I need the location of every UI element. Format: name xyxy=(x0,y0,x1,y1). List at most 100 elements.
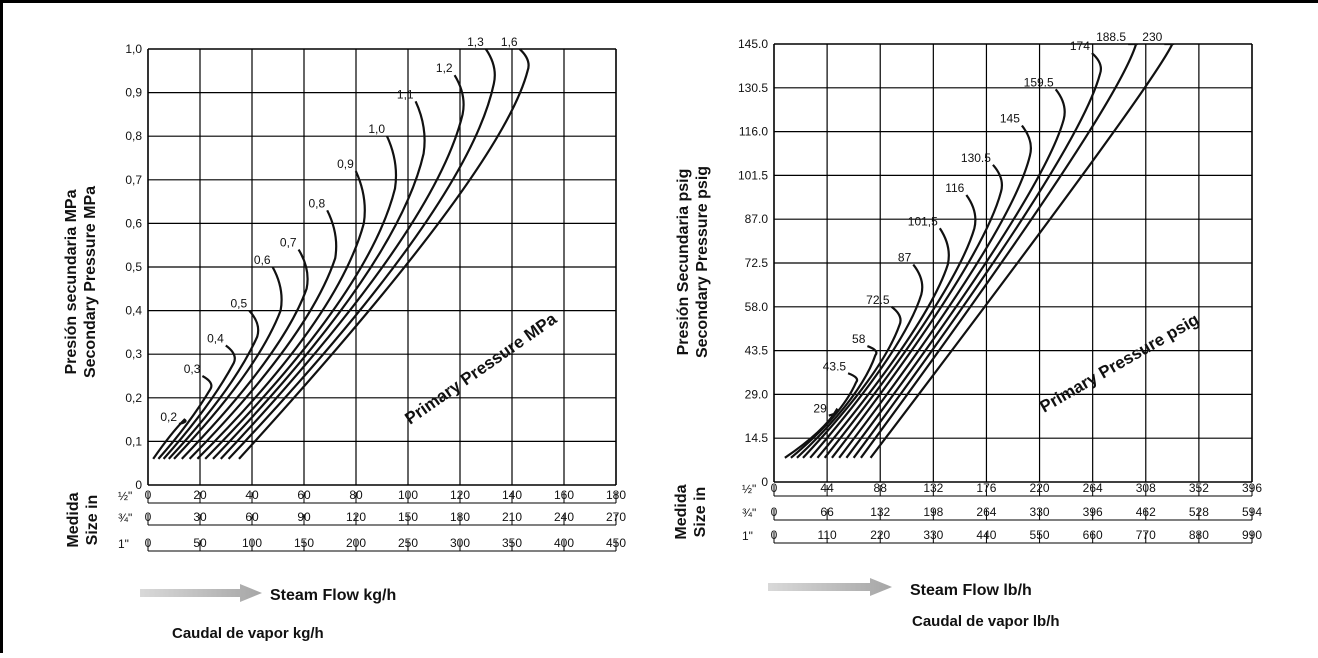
mpa-curve-1,6 xyxy=(238,49,530,460)
psig-curve-159.5 xyxy=(845,88,1066,459)
psig-curve-label: 145 xyxy=(1000,112,1020,126)
psig-y-tick-label: 0 xyxy=(761,475,768,489)
mpa-curve-0,4 xyxy=(162,344,236,460)
psig-x-tick-label: 352 xyxy=(1189,481,1209,495)
psig-x-tick-label: 132 xyxy=(923,481,943,495)
psig-curve-87 xyxy=(809,263,924,459)
psig-x-label: Steam Flow lb/h xyxy=(910,582,1032,599)
mpa-x-tick-label: 90 xyxy=(297,510,311,524)
psig-x-tick-label: 396 xyxy=(1083,505,1103,519)
psig-x-tick-label: 330 xyxy=(1030,505,1050,519)
psig-x-tick-label: 264 xyxy=(1083,481,1103,495)
mpa-x-tick-label: 60 xyxy=(297,488,311,502)
psig-x-tick-label: 990 xyxy=(1242,528,1262,542)
psig-y-tick-label: 14.5 xyxy=(745,431,769,445)
psig-curves xyxy=(784,44,1175,459)
psig-x-tick-label: 330 xyxy=(923,528,943,542)
psig-y-tick-label: 43.5 xyxy=(745,344,769,358)
psig-x-tick-label: 88 xyxy=(874,481,888,495)
psig-curve-43.5 xyxy=(790,372,859,459)
psig-x-tick-label: 308 xyxy=(1136,481,1156,495)
psig-curve-label: 116 xyxy=(945,181,964,195)
mpa-curve-0,8 xyxy=(188,209,338,460)
mpa-curve-label: 0,3 xyxy=(184,362,201,376)
mpa-curves xyxy=(152,49,530,460)
psig-x-tick-label: 220 xyxy=(870,528,890,542)
mpa-x-tick-label: 0 xyxy=(145,488,152,502)
psig-y-tick-label: 145.0 xyxy=(738,37,768,51)
mpa-y-tick-label: 0,9 xyxy=(125,86,142,100)
psig-curve-label: 87 xyxy=(898,251,912,265)
psig-curve-label: 43.5 xyxy=(823,359,847,373)
mpa-x-tick-label: 100 xyxy=(242,536,262,550)
mpa-y-label-es: Presión secundaria MPa xyxy=(63,189,80,374)
psig-x-tick-label: 770 xyxy=(1136,528,1156,542)
mpa-x-tick-label: 80 xyxy=(349,488,363,502)
mpa-curve-1,3 xyxy=(227,49,496,460)
psig-curve-label: 230 xyxy=(1142,30,1162,44)
mpa-curve-label: 0,8 xyxy=(309,196,326,210)
psig-curve-label: 174 xyxy=(1070,39,1090,53)
psig-x-tick-label: 594 xyxy=(1242,505,1262,519)
mpa-x-label-es: Caudal de vapor kg/h xyxy=(172,625,324,642)
mpa-curve-label: 1,6 xyxy=(501,35,518,49)
mpa-x-tick-label: 250 xyxy=(398,536,418,550)
mpa-curve-0,9 xyxy=(196,170,366,460)
psig-x-tick-label: 132 xyxy=(870,505,890,519)
psig-y-label-en: Secondary Pressure psig xyxy=(694,166,711,358)
mpa-y-tick-label: 0,2 xyxy=(125,391,142,405)
psig-x-tick-label: 220 xyxy=(1030,481,1050,495)
psig-x-tick-label: 462 xyxy=(1136,505,1156,519)
psig-curve-labels: 29 43.5 58 72.5 87 101,5 116 130.5 145 159.5 174 18… xyxy=(813,30,1162,416)
psig-y-tick-label: 58.0 xyxy=(745,300,769,314)
mpa-x-tick-label: 150 xyxy=(294,536,314,550)
mpa-x-tick-label: 30 xyxy=(193,510,207,524)
psig-x-tick-label: 550 xyxy=(1030,528,1050,542)
mpa-y-tick-label: 0,5 xyxy=(125,260,142,274)
psig-x-tick-label: 880 xyxy=(1189,528,1209,542)
psig-chart: 0 14.5 29.0 43.5 58.0 72.5 87.0 101.5 116.0 130.5… xyxy=(673,30,1262,630)
mpa-x-tick-label: 60 xyxy=(245,510,259,524)
psig-y-tick-label: 72.5 xyxy=(745,256,769,270)
psig-x-tick-label: 176 xyxy=(976,481,996,495)
mpa-curve-label: 0,4 xyxy=(207,331,224,345)
psig-curve-58 xyxy=(796,345,878,459)
mpa-y-tick-label: 0,4 xyxy=(125,304,142,318)
mpa-curve-0,7 xyxy=(181,248,309,460)
psig-x-tick-label: 0 xyxy=(771,505,778,519)
psig-x-tick-label: 0 xyxy=(771,481,778,495)
psig-curve-174 xyxy=(852,52,1103,459)
psig-y-tick-label: 130.5 xyxy=(738,81,768,95)
mpa-curve-label: 1,2 xyxy=(436,61,453,75)
mpa-curve-label: 0,7 xyxy=(280,236,297,250)
mpa-curve-label: 1,3 xyxy=(467,35,484,49)
mpa-curve-label: 0,6 xyxy=(254,253,271,267)
psig-x-tick-label: 440 xyxy=(976,528,996,542)
psig-curve-label: 101,5 xyxy=(908,214,938,228)
mpa-x-tick-label: 20 xyxy=(193,488,207,502)
psig-curve-116 xyxy=(823,194,977,459)
mpa-curve-label: 0,2 xyxy=(160,410,177,424)
mpa-curve-label: 1,1 xyxy=(397,87,414,101)
psig-curve-130.5 xyxy=(831,164,1004,459)
mpa-y-tick-label: 0,8 xyxy=(125,129,142,143)
psig-x-tick-label: 660 xyxy=(1083,528,1103,542)
mpa-y-tick-label: 0 xyxy=(135,478,142,492)
mpa-y-tick-label: 0,3 xyxy=(125,347,142,361)
mpa-x-tick-label: 450 xyxy=(606,536,626,550)
psig-y-tick-label: 116.0 xyxy=(739,125,768,139)
mpa-x-tick-label: 40 xyxy=(245,488,259,502)
psig-curve-label: 130.5 xyxy=(961,151,991,165)
frame-left-border xyxy=(0,0,3,653)
psig-curve-72.5 xyxy=(802,305,902,459)
psig-size-label-es: Medida xyxy=(673,484,690,539)
mpa-y-label-en: Secondary Pressure MPa xyxy=(82,186,99,378)
mpa-x-tick-label: 0 xyxy=(145,510,152,524)
mpa-curve-0,6 xyxy=(173,266,283,460)
psig-x-tick-label: 66 xyxy=(820,505,834,519)
psig-y-tick-label: 101.5 xyxy=(738,168,768,182)
mpa-curve-0,2 xyxy=(152,418,187,460)
mpa-curve-1,0 xyxy=(204,135,398,460)
